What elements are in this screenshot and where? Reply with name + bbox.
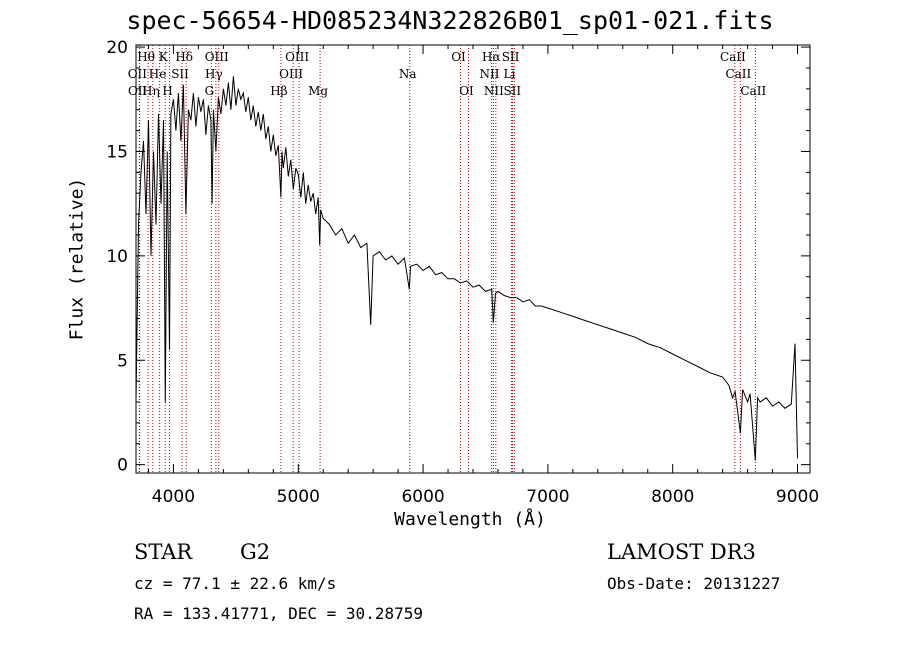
line-label-2: OII [128,84,148,98]
y-tick-label: 20 [106,38,128,58]
x-tick-label: 4000 [152,487,195,507]
line-label-16: Na [399,67,417,81]
y-tick-label: 0 [117,456,128,476]
coordinates: RA = 133.41771, DEC = 30.28759 [134,604,423,623]
line-label-18: OI [459,84,474,98]
line-label-22: SII [502,50,520,64]
line-label-24: SII [503,84,521,98]
line-label-19: Hα [482,50,501,64]
x-axis-ticks: 4000 5000 6000 7000 8000 9000 [147,45,819,507]
line-label-6: H [162,84,172,98]
x-tick-label: 9000 [776,487,819,507]
y-axis-ticks: 0 5 10 15 20 [106,38,810,476]
x-axis-label: Wavelength (Å) [394,509,546,530]
line-label-4: K [159,50,169,64]
x-tick-label: 8000 [651,487,694,507]
y-tick-label: 15 [106,142,128,162]
line-label-1: OII [128,67,148,81]
y-axis-label: Flux (relative) [66,177,88,341]
line-label-14: OIII [279,67,303,81]
x-tick-label: 6000 [401,487,444,507]
line-label-21: NII [484,84,504,98]
line-label-10: Hγ [205,67,223,81]
line-label-12: Hβ [270,84,287,98]
line-label-8: Hδ [175,50,193,64]
line-label-7: SII [171,67,189,81]
line-label-23: Li [504,67,516,81]
object-class: STAR [134,540,193,564]
x-tick-label: 5000 [277,487,320,507]
survey-name: LAMOST DR3 [607,540,756,564]
line-label-20: NII [479,67,499,81]
line-label-27: CaII [740,84,766,98]
y-tick-label: 5 [117,351,128,371]
line-label-5: He [149,67,167,81]
redshift-cz: cz = 77.1 ± 22.6 km/s [134,574,337,593]
spectral-line-markers [138,45,756,473]
y-tick-label: 10 [106,247,128,267]
chart-title: spec-56654-HD085234N322826B01_sp01-021.f… [126,6,774,35]
line-label-9: OIII [205,50,229,64]
spectrum-line [135,76,798,461]
object-subclass: G2 [240,540,271,564]
line-label-13: OIII [285,50,309,64]
line-label-15: Mg [308,84,328,98]
line-label-17: OI [451,50,466,64]
line-label-26: CaII [725,67,751,81]
line-label-11: G [205,84,215,98]
plot-frame [135,44,811,474]
line-label-3: Hη [142,84,160,98]
x-tick-label: 7000 [526,487,569,507]
line-label-25: CaII [720,50,746,64]
observation-date: Obs-Date: 20131227 [607,574,781,593]
line-label-0: Hθ [137,50,155,64]
